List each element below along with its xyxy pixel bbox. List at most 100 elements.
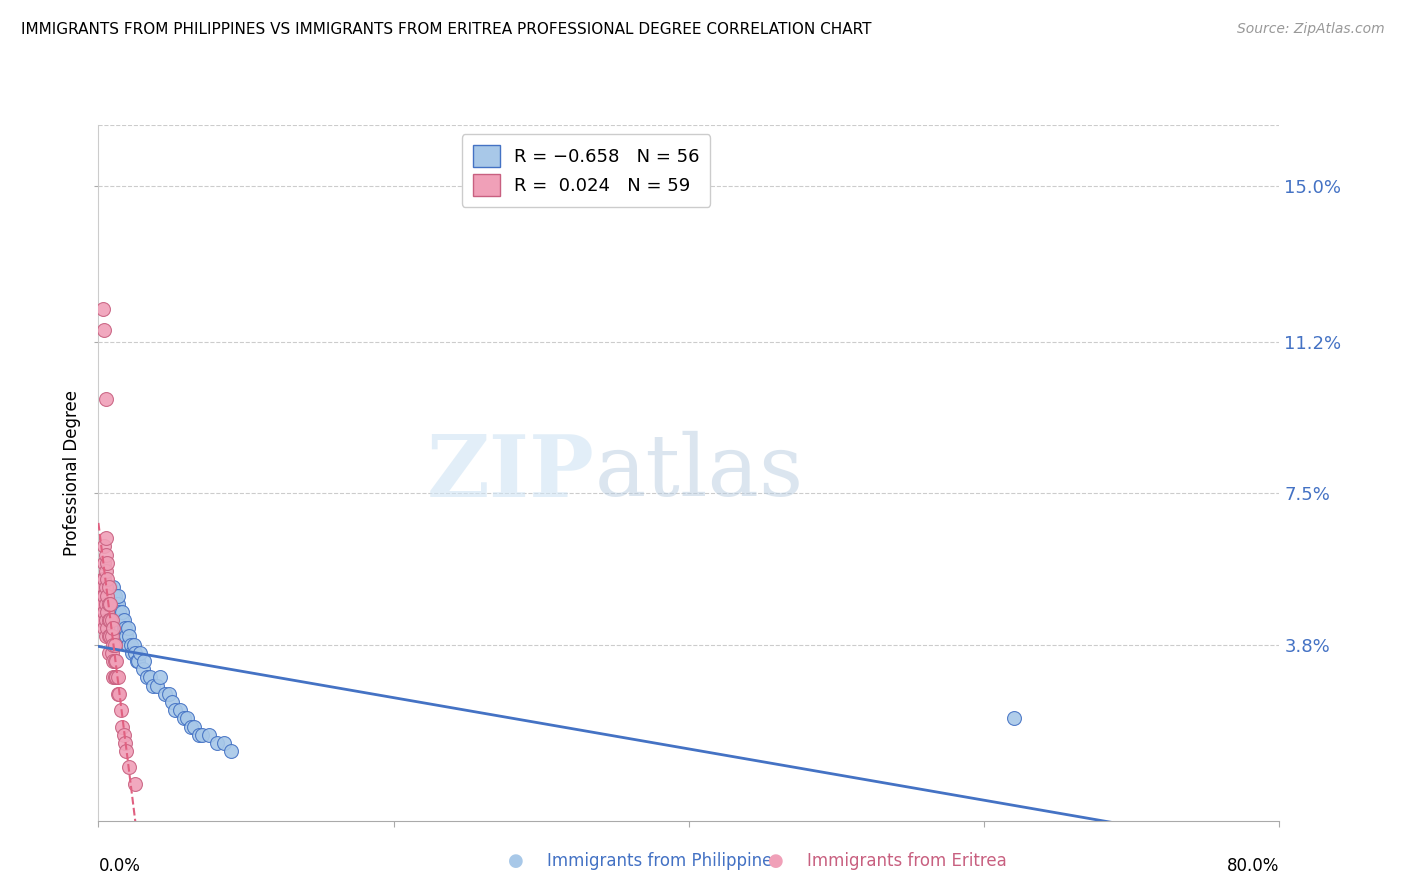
Point <box>105 654 128 668</box>
Point <box>114 621 136 635</box>
Point <box>165 703 187 717</box>
Point <box>97 580 120 594</box>
Point <box>97 630 120 644</box>
Point <box>118 630 141 644</box>
Text: 0.0%: 0.0% <box>98 857 141 875</box>
Point <box>94 564 117 578</box>
Text: Immigrants from Philippines: Immigrants from Philippines <box>547 852 782 870</box>
Point <box>149 670 172 684</box>
Point <box>100 597 122 611</box>
Point <box>107 589 129 603</box>
Point <box>98 613 121 627</box>
Point <box>111 719 134 733</box>
Point <box>121 646 143 660</box>
Point <box>111 605 134 619</box>
Point <box>198 728 221 742</box>
Point <box>91 589 114 603</box>
Point <box>91 301 114 316</box>
Point <box>103 654 125 668</box>
Point <box>128 646 150 660</box>
Point <box>118 760 141 774</box>
Point <box>112 613 135 627</box>
Point <box>100 646 122 660</box>
Point <box>180 719 202 733</box>
Point <box>93 322 115 336</box>
Point <box>93 572 115 586</box>
Text: ●: ● <box>768 852 785 870</box>
Text: IMMIGRANTS FROM PHILIPPINES VS IMMIGRANTS FROM ERITREA PROFESSIONAL DEGREE CORRE: IMMIGRANTS FROM PHILIPPINES VS IMMIGRANT… <box>21 22 872 37</box>
Point <box>104 654 127 668</box>
Point <box>117 638 139 652</box>
Point <box>212 736 235 750</box>
Point <box>139 670 162 684</box>
Point <box>134 654 156 668</box>
Point <box>110 703 132 717</box>
Point <box>93 621 115 635</box>
Point <box>103 589 125 603</box>
Point <box>100 613 122 627</box>
Text: ZIP: ZIP <box>426 431 595 515</box>
Point <box>115 744 138 758</box>
Point <box>96 556 118 570</box>
Point <box>169 703 191 717</box>
Point <box>100 630 122 644</box>
Point <box>157 687 180 701</box>
Text: atlas: atlas <box>595 431 804 515</box>
Point <box>187 728 209 742</box>
Point <box>94 630 117 644</box>
Point <box>110 621 132 635</box>
Point <box>108 605 131 619</box>
Point <box>93 605 115 619</box>
Point <box>97 589 120 603</box>
Point <box>94 580 117 594</box>
Point <box>173 711 195 725</box>
Point <box>94 597 117 611</box>
Point <box>98 630 121 644</box>
Point <box>1002 711 1025 725</box>
Point <box>142 679 165 693</box>
Point <box>107 687 129 701</box>
Point <box>96 621 118 635</box>
Point <box>153 687 176 701</box>
Text: Immigrants from Eritrea: Immigrants from Eritrea <box>807 852 1007 870</box>
Point <box>97 597 120 611</box>
Point <box>111 613 134 627</box>
Point <box>219 744 242 758</box>
Point <box>94 531 117 545</box>
Point <box>94 580 117 594</box>
Point <box>97 646 120 660</box>
Point <box>108 687 131 701</box>
Text: 80.0%: 80.0% <box>1227 857 1279 875</box>
Text: Source: ZipAtlas.com: Source: ZipAtlas.com <box>1237 22 1385 37</box>
Point <box>90 613 112 627</box>
Point <box>107 670 129 684</box>
Point <box>191 728 214 742</box>
Point <box>104 670 127 684</box>
Point <box>122 638 145 652</box>
Point <box>114 736 136 750</box>
Point <box>105 605 128 619</box>
Point <box>124 646 146 660</box>
Point <box>91 613 114 627</box>
Point <box>94 392 117 406</box>
Point <box>91 572 114 586</box>
Point <box>91 580 114 594</box>
Point <box>132 662 155 676</box>
Point <box>93 556 115 570</box>
Point <box>98 597 121 611</box>
Point <box>105 597 128 611</box>
Point <box>90 589 112 603</box>
Point <box>104 597 127 611</box>
Point <box>120 638 142 652</box>
Point <box>205 736 228 750</box>
Point <box>94 613 117 627</box>
Point <box>98 580 121 594</box>
Point <box>93 540 115 554</box>
Point <box>112 621 135 635</box>
Point <box>103 670 125 684</box>
Point <box>97 613 120 627</box>
Point <box>105 670 128 684</box>
Point <box>183 719 205 733</box>
Point <box>127 654 149 668</box>
Point <box>162 695 183 709</box>
